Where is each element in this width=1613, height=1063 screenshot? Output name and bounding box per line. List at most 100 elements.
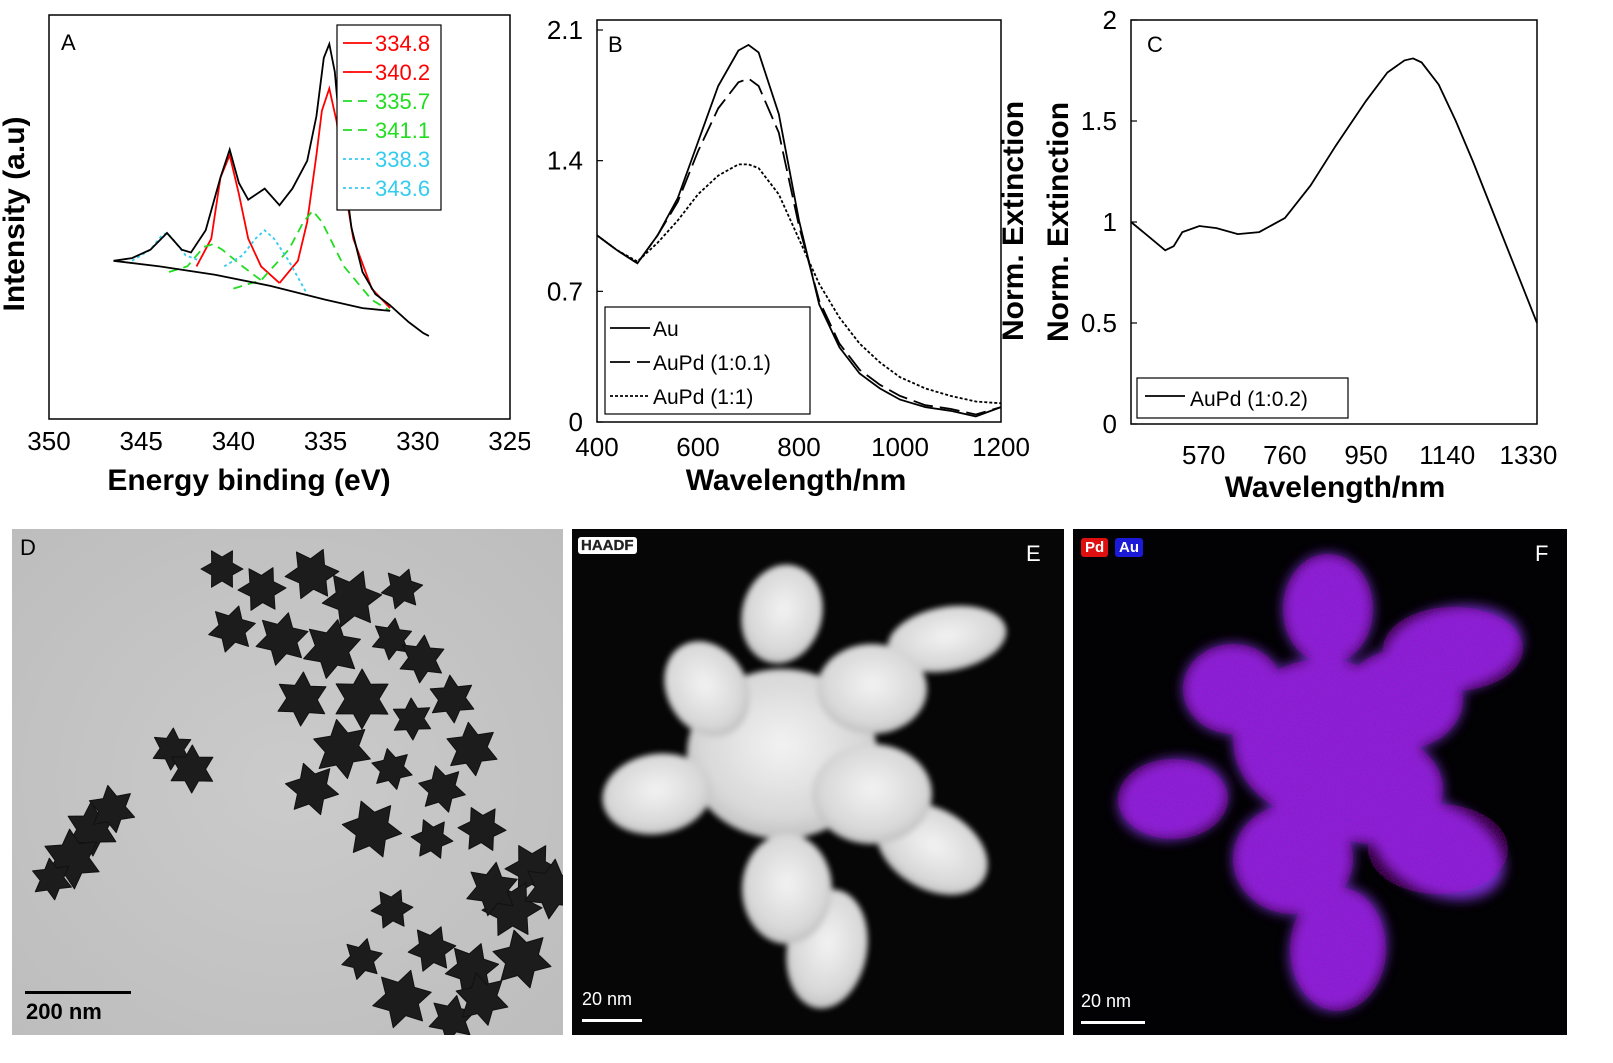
- panel-a-series-340-2: [195, 152, 281, 284]
- panel-f-scale-label: 20 nm: [1081, 991, 1132, 1011]
- panel-a-x-tick-label: 340: [212, 426, 255, 456]
- panel-f-scalebar: [1081, 1021, 1145, 1024]
- panel-b-x-tick-label: 1200: [972, 432, 1030, 462]
- panel-a-series-334-8: [278, 85, 391, 309]
- panel-b-x-tick-label: 800: [777, 432, 820, 462]
- panel-e-scalebar: [582, 1019, 642, 1022]
- nanoflower-particle: [399, 634, 445, 684]
- panel-e-scale-label: 20 nm: [582, 989, 633, 1009]
- panel-a-curves: [113, 40, 430, 337]
- panel-c-y-tick-label: 2: [1103, 5, 1117, 35]
- panel-a-x-tick-label: 330: [396, 426, 439, 456]
- panel-a-x-ticks: 350 345 340 335 330 325: [27, 426, 530, 456]
- nanoflower-particle: [380, 568, 424, 610]
- panel-a-series-343-6: [131, 231, 201, 262]
- panel-d-letter: D: [20, 535, 36, 560]
- panel-c-legend-box: [1136, 377, 1349, 419]
- panel-c-x-tick-label: 1140: [1419, 440, 1475, 470]
- nanoflower-particle: [341, 800, 403, 858]
- nanoflower-particle: [492, 929, 552, 989]
- panel-c-x-tick-label: 760: [1263, 440, 1306, 470]
- panel-b-legend: Au AuPd (1:0.1) AuPd (1:1): [610, 318, 771, 409]
- panel-e-particle: [602, 564, 1007, 1009]
- nanoflower-particle: [466, 861, 518, 917]
- nanoflower-particle: [237, 567, 287, 611]
- panel-c-chart: C Norm. Extinction Wavelength/nm 570 760 9…: [1042, 5, 1558, 504]
- panel-a-legend-label: 335.7: [375, 89, 430, 114]
- nanoflower-particle: [407, 926, 457, 972]
- panel-c-x-tick-label: 570: [1182, 440, 1225, 470]
- panel-b-axes: 400 600 800 1000 1200 0 0.7 1.4 2.1: [547, 15, 1030, 462]
- panel-f-particle: [1118, 554, 1523, 1011]
- nanoflower-particle: [370, 889, 414, 929]
- nanoflower-particle: [428, 995, 476, 1035]
- nanoflower-particle: [341, 938, 383, 980]
- panel-c-curves: [1130, 57, 1538, 324]
- nanoflower-particle: [88, 784, 136, 834]
- panel-c-y-tick-label: 1.5: [1081, 106, 1117, 136]
- panel-b-y-tick-label: 2.1: [547, 15, 583, 45]
- panel-a-legend-label: 343.6: [375, 176, 430, 201]
- panel-a-series-envelope: [113, 40, 430, 337]
- panel-c-legend-label: AuPd (1:0.2): [1190, 388, 1308, 411]
- panel-c-ylabel: Norm. Extinction: [1042, 102, 1075, 342]
- panel-d-scale-label: 200 nm: [26, 999, 102, 1024]
- panel-b-y-tick-label: 0.7: [547, 276, 583, 306]
- nanoflower-particle: [170, 744, 214, 794]
- panel-b-x-tick-label: 600: [676, 432, 719, 462]
- nanoflower-particle: [524, 858, 563, 920]
- panel-b-x-tick-label: 400: [575, 432, 618, 462]
- nanoflower-particle: [455, 972, 509, 1026]
- panel-e-haadf-image: HAADF E 20 nm: [572, 529, 1064, 1035]
- nanoflower-particle: [372, 969, 432, 1029]
- nanoflower-particle: [32, 857, 72, 901]
- panel-a-legend-label: 338.3: [375, 147, 430, 172]
- panel-d-particles: [12, 529, 563, 1035]
- panel-e-letter: E: [1026, 541, 1041, 566]
- panel-a-letter: A: [61, 30, 76, 55]
- panel-a-x-tick-label: 345: [120, 426, 163, 456]
- nanoflower-particle: [285, 762, 339, 816]
- panel-a-legend-label: 340.2: [375, 60, 430, 85]
- nanoflower-particle: [255, 612, 309, 666]
- nanoflower-particle: [371, 748, 413, 790]
- nanoflower-particle: [457, 807, 507, 851]
- nanoflower-particle: [313, 719, 371, 779]
- panel-a-series-338-3: [223, 229, 308, 295]
- nanoflower-particle: [335, 668, 389, 730]
- nanoflower-particle: [303, 619, 361, 679]
- panel-b-y-tick-label: 1.4: [547, 146, 583, 176]
- panel-c-frame: [1130, 19, 1538, 425]
- panel-a-legend-label: 341.1: [375, 118, 430, 143]
- panel-f-tag-au: Au: [1115, 538, 1143, 557]
- panel-f-letter: F: [1535, 541, 1549, 566]
- panel-a-chart: A Intensity (a.u) Energy binding (eV) 35…: [0, 14, 530, 497]
- panel-b-ylabel: Norm. Extinction: [997, 101, 1030, 341]
- panel-b-legend-label: AuPd (1:1): [653, 386, 753, 409]
- panel-b-legend-label: Au: [653, 318, 679, 341]
- panel-d-scalebar: [25, 991, 131, 994]
- panel-a-x-tick-label: 325: [488, 426, 530, 456]
- nanoflower-particle: [321, 570, 383, 628]
- panel-c-axes: 570 760 950 1140 1330 0 0.5 1 1.5 2: [1081, 5, 1558, 470]
- panel-a-x-tick-label: 335: [304, 426, 347, 456]
- panel-c-xlabel: Wavelength/nm: [1225, 471, 1446, 504]
- panel-c-y-tick-label: 0: [1103, 409, 1117, 439]
- panel-b-letter: B: [608, 32, 623, 57]
- panel-b-series-aupd-1-1-: [596, 163, 1002, 405]
- panel-c-x-tick-label: 950: [1344, 440, 1387, 470]
- panel-a-ylabel: Intensity (a.u): [0, 116, 31, 311]
- panel-b-series-aupd-1-0-1-: [596, 77, 1002, 416]
- panel-a-frame: [48, 14, 511, 420]
- panel-b-legend-box: [604, 306, 811, 415]
- nanoflower-particle: [446, 721, 498, 777]
- panel-c-letter: C: [1147, 32, 1163, 57]
- nanoflower-particle: [277, 671, 327, 727]
- panel-b-y-tick-label: 0: [569, 407, 583, 437]
- panel-e-tag: HAADF: [578, 537, 637, 554]
- panel-b-curves: [596, 43, 1002, 418]
- panel-c-y-tick-label: 1: [1103, 207, 1117, 237]
- panel-a-legend-label: 334.8: [375, 31, 430, 56]
- nanoflower-particle: [392, 697, 432, 741]
- panel-b-chart: B Norm. Extinction Wavelength/nm 400 600 8…: [547, 15, 1030, 497]
